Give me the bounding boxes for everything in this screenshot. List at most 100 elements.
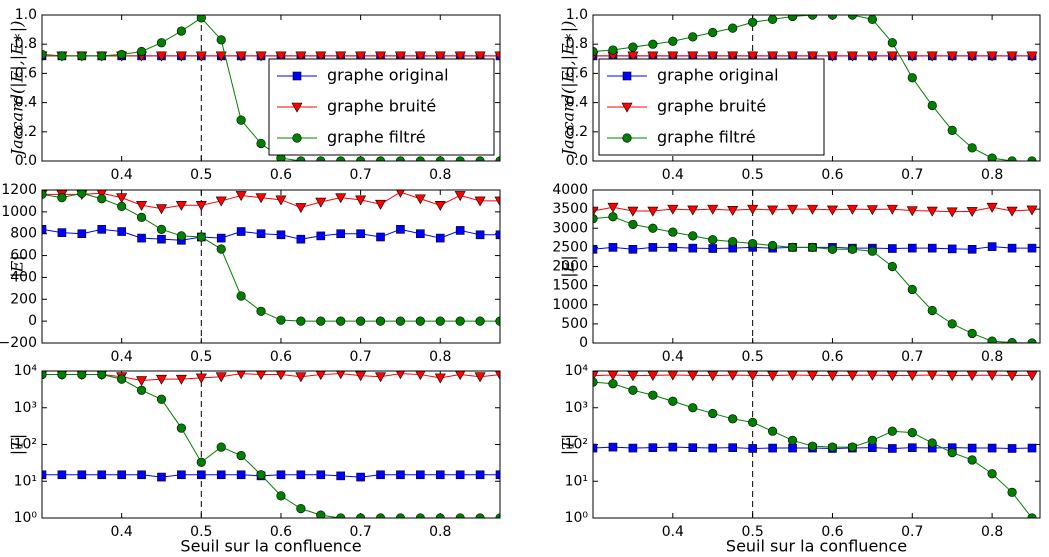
marker-triangle [707, 51, 719, 62]
y-tick-label: 1.0 [566, 7, 588, 23]
marker-circle [827, 15, 838, 20]
marker-triangle [375, 372, 387, 383]
y-tick-label: 10² [565, 437, 588, 453]
marker-triangle [455, 371, 466, 381]
marker-circle [648, 39, 658, 49]
x-tick-label: 0.5 [190, 524, 212, 540]
axes-frame [592, 370, 1041, 519]
marker-circle [728, 237, 738, 247]
marker-square [316, 231, 326, 241]
marker-circle [1027, 513, 1037, 518]
marker-triangle [116, 193, 128, 204]
marker-triangle [494, 51, 500, 62]
marker-circle [336, 316, 346, 326]
marker-circle [375, 513, 386, 518]
marker-square [907, 243, 917, 253]
marker-triangle [175, 374, 187, 385]
marker-circle [668, 36, 678, 46]
marker-circle [97, 371, 107, 380]
x-tick-label: 0.8 [981, 167, 1003, 183]
x-tick-label: 0.6 [821, 349, 843, 365]
marker-circle [336, 513, 346, 518]
marker-circle [176, 231, 186, 241]
marker-triangle [434, 373, 446, 384]
y-axis-label: |E| [559, 255, 578, 277]
marker-triangle [215, 51, 227, 62]
marker-circle [77, 190, 87, 198]
marker-square [622, 71, 632, 81]
marker-circle [767, 240, 778, 251]
series-line [42, 228, 500, 241]
marker-circle [947, 448, 957, 458]
y-tick-label: 500 [561, 316, 588, 332]
x-tick-label: 0.5 [742, 349, 764, 365]
marker-square [888, 244, 897, 253]
plot-area [593, 15, 1038, 161]
x-tick-label: 0.7 [901, 167, 923, 183]
marker-triangle [687, 51, 699, 62]
legend-label: graphe original [657, 66, 779, 85]
y-tick-label: 10⁰ [14, 510, 38, 526]
marker-circle [688, 32, 698, 42]
marker-circle [907, 428, 917, 438]
plot-area [42, 190, 500, 326]
marker-circle [867, 246, 877, 256]
marker-triangle [866, 205, 878, 216]
marker-triangle [275, 195, 287, 206]
marker-triangle [454, 191, 466, 202]
marker-square [137, 233, 146, 243]
y-tick-label: 10⁴ [14, 363, 38, 379]
marker-circle [117, 49, 127, 60]
marker-triangle [627, 371, 639, 382]
y-tick-label: 200 [10, 291, 37, 307]
marker-circle [475, 513, 485, 518]
marker-circle [57, 193, 67, 203]
marker-circle [748, 417, 758, 427]
marker-square [97, 225, 107, 234]
marker-triangle [434, 201, 446, 211]
series-line [593, 15, 1033, 161]
marker-square [197, 470, 206, 480]
y-tick-label: 1000 [1, 204, 37, 220]
marker-circle [216, 244, 226, 254]
marker-square [276, 230, 286, 240]
marker-circle [276, 315, 286, 325]
marker-triangle [415, 371, 426, 381]
marker-circle [688, 403, 698, 413]
legend-label: graphe filtré [657, 128, 756, 147]
marker-circle [316, 510, 326, 518]
marker-square [157, 234, 166, 244]
y-axis-label: |T| [559, 434, 578, 455]
marker-circle [887, 261, 897, 272]
marker-triangle [155, 374, 167, 385]
marker-square [987, 242, 997, 251]
y-tick-label: 10⁴ [565, 363, 589, 379]
marker-triangle [826, 371, 838, 382]
y-tick-label: 10¹ [14, 473, 37, 489]
axes-frame [41, 189, 501, 344]
marker-circle [967, 328, 977, 339]
marker-triangle [336, 371, 346, 380]
marker-circle [395, 513, 406, 518]
marker-square [177, 470, 186, 480]
marker-circle [1027, 338, 1037, 343]
plot-area [593, 371, 1038, 518]
panel: 0.4 0.5 0.6 0.7 0.8 0.0 0.2 0.4 0.6 0.8 1.0Jaccard… [8, 7, 501, 183]
x-tick-label: 0.6 [270, 524, 292, 540]
marker-circle [316, 316, 326, 326]
marker-circle [867, 435, 877, 445]
marker-square [57, 228, 67, 237]
marker-circle [156, 38, 167, 48]
y-tick-label: 1.0 [15, 7, 37, 23]
x-tick-label: 0.6 [270, 167, 292, 183]
marker-circle [415, 316, 425, 326]
marker-square [708, 244, 718, 253]
marker-square [1007, 243, 1017, 253]
marker-triangle [215, 372, 227, 383]
marker-circle [628, 219, 638, 230]
marker-triangle [255, 51, 267, 62]
x-tick-label: 0.7 [349, 524, 371, 540]
x-tick-label: 0.8 [429, 524, 451, 540]
marker-triangle [355, 51, 367, 62]
